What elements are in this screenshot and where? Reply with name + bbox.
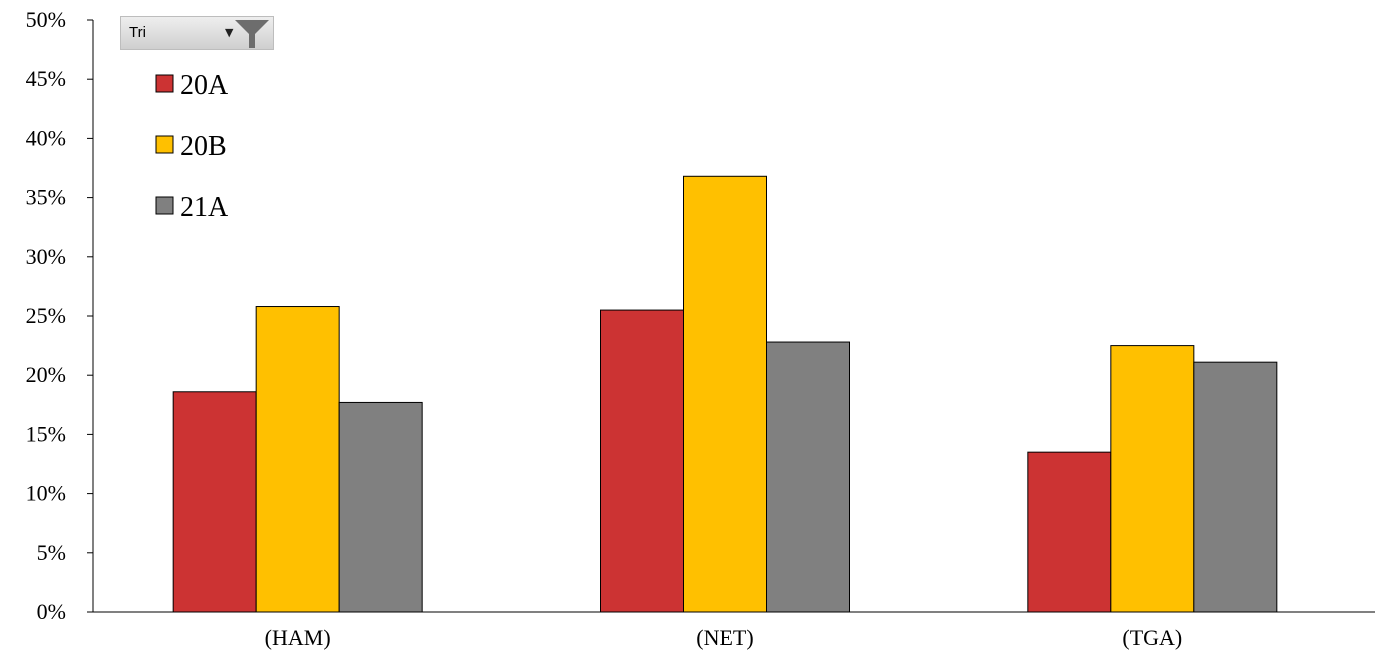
filter-button[interactable]: Tri ▼ — [120, 16, 274, 50]
y-tick-label: 0% — [37, 599, 66, 624]
legend-swatch — [155, 196, 174, 215]
legend-label: 20B — [180, 131, 227, 162]
bar-20A-0 — [172, 391, 257, 613]
y-tick-label: 35% — [26, 185, 66, 210]
filter-label: Tri — [129, 24, 146, 41]
bar-20B-0 — [255, 306, 340, 613]
bar-21A-1 — [766, 341, 850, 613]
y-tick-label: 5% — [37, 540, 66, 565]
legend-label: 20A — [180, 70, 229, 101]
y-tick-label: 25% — [26, 303, 66, 328]
y-tick-label: 20% — [26, 362, 66, 387]
y-tick-label: 40% — [26, 125, 66, 150]
bar-21A-2 — [1193, 361, 1278, 613]
bar-20B-1 — [683, 175, 767, 613]
filter-funnel-icon — [235, 20, 269, 48]
bar-20B-2 — [1110, 345, 1195, 613]
legend-swatch — [155, 135, 174, 154]
bar-21A-0 — [338, 401, 423, 613]
bars — [172, 175, 1278, 613]
bar-20A-1 — [600, 309, 684, 613]
x-tick-label: (NET) — [696, 625, 753, 650]
y-tick-label: 30% — [26, 244, 66, 269]
legend-label: 21A — [180, 192, 229, 223]
legend-swatch — [155, 74, 174, 93]
x-tick-label: (TGA) — [1122, 625, 1182, 650]
legend: 20A 20B 21A — [155, 70, 229, 223]
x-tick-label: (HAM) — [265, 625, 331, 650]
y-tick-label: 10% — [26, 481, 66, 506]
chevron-down-icon: ▼ — [225, 26, 234, 39]
y-tick-label: 50% — [26, 7, 66, 32]
x-axis: (HAM) (NET) (TGA) — [93, 611, 1375, 650]
bar-20A-2 — [1027, 451, 1112, 613]
y-tick-label: 45% — [26, 66, 66, 91]
y-tick-label: 15% — [26, 421, 66, 446]
y-axis: 0% 5% 10% 15% 20% 25% 30% 35% 40% 45% 50% — [26, 7, 94, 624]
